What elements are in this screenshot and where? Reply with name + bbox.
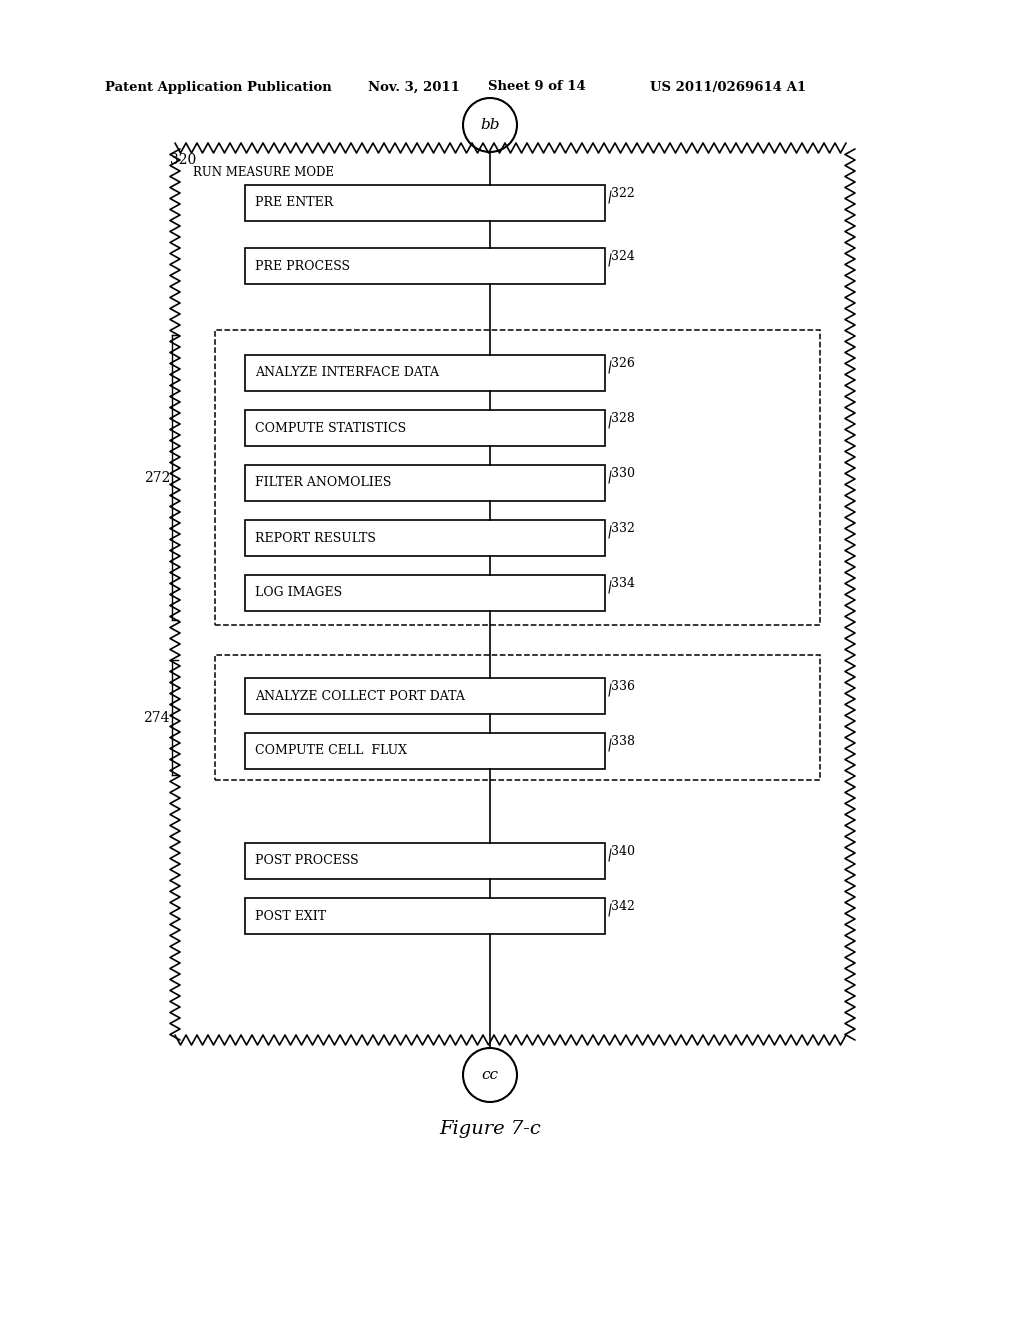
Text: 328: 328: [611, 412, 635, 425]
Text: POST EXIT: POST EXIT: [255, 909, 326, 923]
Text: 330: 330: [611, 467, 635, 480]
Text: Sheet 9 of 14: Sheet 9 of 14: [488, 81, 586, 94]
Text: 342: 342: [611, 900, 635, 913]
Text: COMPUTE STATISTICS: COMPUTE STATISTICS: [255, 421, 407, 434]
Text: 324: 324: [611, 249, 635, 263]
Text: FILTER ANOMOLIES: FILTER ANOMOLIES: [255, 477, 391, 490]
Text: PRE ENTER: PRE ENTER: [255, 197, 333, 210]
Text: Figure 7-c: Figure 7-c: [439, 1119, 541, 1138]
Text: US 2011/0269614 A1: US 2011/0269614 A1: [650, 81, 806, 94]
Text: RUN MEASURE MODE: RUN MEASURE MODE: [193, 166, 334, 180]
Text: 340: 340: [611, 845, 635, 858]
Text: bb: bb: [480, 117, 500, 132]
Bar: [245, 733, 605, 770]
Bar: [245, 355, 605, 391]
Bar: [245, 678, 605, 714]
Text: Patent Application Publication: Patent Application Publication: [105, 81, 332, 94]
Text: Nov. 3, 2011: Nov. 3, 2011: [368, 81, 460, 94]
Bar: [245, 411, 605, 446]
Text: REPORT RESULTS: REPORT RESULTS: [255, 532, 376, 544]
Text: 334: 334: [611, 577, 635, 590]
Text: LOG IMAGES: LOG IMAGES: [255, 586, 342, 599]
Bar: [245, 465, 605, 502]
Text: ANALYZE COLLECT PORT DATA: ANALYZE COLLECT PORT DATA: [255, 689, 465, 702]
Text: cc: cc: [481, 1068, 499, 1082]
Bar: [245, 520, 605, 556]
Text: PRE PROCESS: PRE PROCESS: [255, 260, 350, 272]
Bar: [245, 843, 605, 879]
Text: 320: 320: [170, 153, 197, 168]
Text: 332: 332: [611, 521, 635, 535]
Bar: [245, 248, 605, 284]
Text: ANALYZE INTERFACE DATA: ANALYZE INTERFACE DATA: [255, 367, 439, 380]
Bar: [215, 655, 820, 780]
Bar: [245, 576, 605, 611]
Text: 326: 326: [611, 356, 635, 370]
Bar: [245, 185, 605, 220]
Text: 272: 272: [143, 470, 170, 484]
Text: 336: 336: [611, 680, 635, 693]
Bar: [215, 330, 820, 624]
Text: COMPUTE CELL  FLUX: COMPUTE CELL FLUX: [255, 744, 407, 758]
Text: POST PROCESS: POST PROCESS: [255, 854, 358, 867]
Text: 338: 338: [611, 735, 635, 748]
Text: 274: 274: [143, 710, 170, 725]
Bar: [245, 898, 605, 935]
Text: 322: 322: [611, 187, 635, 201]
